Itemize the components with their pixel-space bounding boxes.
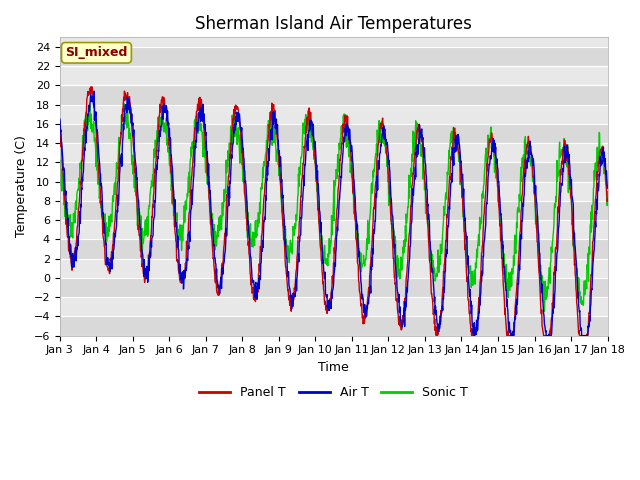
Air T [419,135,427,141]
Text: SI_mixed: SI_mixed [65,46,127,60]
Air T [470,333,478,338]
Panel T [87,84,95,90]
Panel T [178,277,186,283]
Line: Sonic T: Sonic T [60,103,607,312]
Bar [60,124,607,143]
Panel T [56,127,63,132]
Panel T [419,150,427,156]
Line: Air T: Air T [60,91,607,336]
Title: Sherman Island Air Temperatures: Sherman Island Air Temperatures [195,15,472,33]
Air T [56,116,63,122]
Panel T [540,329,547,335]
Sonic T [56,166,63,172]
Air T [540,305,547,311]
Sonic T [491,169,499,175]
Sonic T [120,100,127,106]
Air T [178,280,186,286]
Y-axis label: Temperature (C): Temperature (C) [15,135,28,238]
Bar [60,278,607,297]
Sonic T [539,278,547,284]
Panel T [491,148,499,154]
Bar [60,240,607,259]
Air T [604,185,611,191]
Bar [60,162,607,182]
Bar [60,316,607,336]
Legend: Panel T, Air T, Sonic T: Panel T, Air T, Sonic T [194,381,473,404]
Sonic T [541,309,548,314]
Bar [60,85,607,105]
Air T [239,145,247,151]
Panel T [239,165,247,171]
Sonic T [419,176,427,182]
Sonic T [604,189,611,194]
Sonic T [178,222,186,228]
Panel T [433,333,441,338]
Panel T [165,142,173,148]
X-axis label: Time: Time [318,361,349,374]
Air T [90,88,98,94]
Sonic T [165,144,173,150]
Bar [60,47,607,66]
Air T [491,141,499,146]
Line: Panel T: Panel T [60,87,607,336]
Bar [60,201,607,220]
Air T [165,120,173,126]
Panel T [604,197,611,203]
Sonic T [239,161,247,167]
